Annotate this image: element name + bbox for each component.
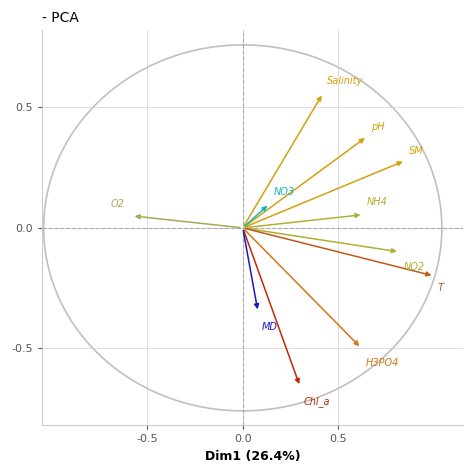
Text: pH: pH bbox=[371, 121, 384, 132]
Text: NH4: NH4 bbox=[367, 197, 388, 208]
Text: Chl_a: Chl_a bbox=[304, 396, 330, 407]
Text: Salinity: Salinity bbox=[327, 76, 363, 86]
Text: - PCA: - PCA bbox=[42, 11, 79, 25]
Text: MD: MD bbox=[262, 322, 278, 332]
X-axis label: Dim1 (26.4%): Dim1 (26.4%) bbox=[204, 450, 300, 463]
Text: NO2: NO2 bbox=[403, 262, 425, 272]
Text: T: T bbox=[438, 283, 444, 293]
Text: H3PO4: H3PO4 bbox=[365, 358, 399, 368]
Text: O2: O2 bbox=[110, 199, 124, 209]
Text: NO3: NO3 bbox=[273, 187, 294, 197]
Text: SM: SM bbox=[409, 146, 424, 155]
